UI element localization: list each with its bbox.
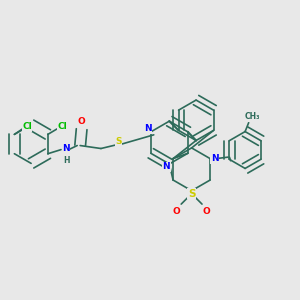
Text: S: S <box>116 137 122 146</box>
Text: N: N <box>62 144 70 153</box>
Text: N: N <box>163 162 170 171</box>
Text: N: N <box>144 124 152 134</box>
Text: H: H <box>63 155 69 164</box>
Text: O: O <box>202 207 210 216</box>
Text: Cl: Cl <box>58 122 67 131</box>
Text: O: O <box>173 207 181 216</box>
Text: CH₃: CH₃ <box>245 112 260 121</box>
Text: S: S <box>188 189 195 199</box>
Text: O: O <box>78 117 86 126</box>
Text: Cl: Cl <box>22 122 32 131</box>
Text: N: N <box>211 154 218 163</box>
